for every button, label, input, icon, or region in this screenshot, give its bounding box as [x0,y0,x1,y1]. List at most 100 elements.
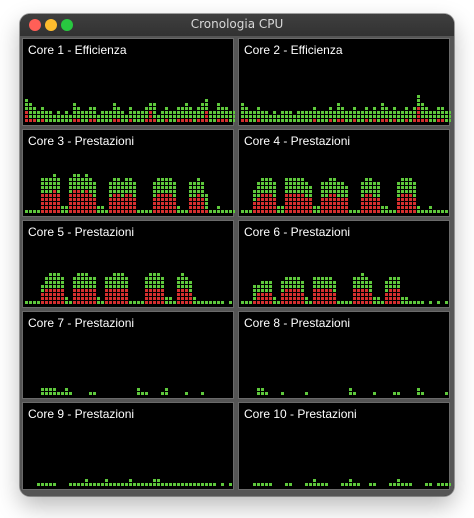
system-load-dot [397,202,400,205]
user-load-dot [301,186,304,189]
system-load-dot [169,206,172,209]
system-load-dot [157,301,160,304]
user-load-dot [381,301,384,304]
system-load-dot [113,202,116,205]
user-load-dot [105,119,108,122]
core-grid: Core 1 - Efficienza Core 2 - Efficienza … [20,36,454,496]
core-label: Core 8 - Prestazioni [244,316,351,330]
close-button[interactable] [29,19,41,31]
core-panel: Core 4 - Prestazioni [238,129,450,217]
user-load-dot [381,103,384,106]
user-load-dot [165,115,168,118]
user-load-dot [45,182,48,185]
user-load-dot [81,281,84,284]
user-load-dot [313,210,316,213]
system-load-dot [77,297,80,300]
system-load-dot [373,198,376,201]
user-load-dot [149,281,152,284]
user-load-dot [129,107,132,110]
user-load-dot [37,115,40,118]
minimize-button[interactable] [45,19,57,31]
user-load-dot [185,107,188,110]
user-load-dot [117,277,120,280]
core-label: Core 9 - Prestazioni [28,407,135,421]
system-load-dot [413,210,416,213]
system-load-dot [81,206,84,209]
system-load-dot [293,297,296,300]
user-load-dot [397,277,400,280]
system-load-dot [405,210,408,213]
user-load-dot [65,392,68,395]
system-load-dot [281,297,284,300]
user-load-dot [297,119,300,122]
user-load-dot [389,281,392,284]
system-load-dot [193,210,196,213]
user-load-dot [129,190,132,193]
system-load-dot [309,206,312,209]
user-load-dot [217,107,220,110]
title-bar[interactable]: Cronologia CPU [20,14,454,37]
system-load-dot [269,297,272,300]
user-load-dot [85,115,88,118]
user-load-dot [121,186,124,189]
user-load-dot [337,190,340,193]
system-load-dot [113,198,116,201]
system-load-dot [301,297,304,300]
system-load-dot [149,119,152,122]
user-load-dot [245,301,248,304]
user-load-dot [89,186,92,189]
user-load-dot [121,273,124,276]
system-load-dot [53,202,56,205]
system-load-dot [189,202,192,205]
system-load-dot [361,206,364,209]
system-load-dot [77,293,80,296]
user-load-dot [297,190,300,193]
user-load-dot [441,483,444,486]
user-load-dot [261,186,264,189]
user-load-dot [49,111,52,114]
user-load-dot [265,281,268,284]
user-load-dot [105,210,108,213]
user-load-dot [93,111,96,114]
user-load-dot [365,186,368,189]
user-load-dot [117,186,120,189]
user-load-dot [205,483,208,486]
system-load-dot [145,289,148,292]
system-load-dot [301,206,304,209]
user-load-dot [405,178,408,181]
system-load-dot [325,202,328,205]
system-load-dot [297,289,300,292]
user-load-dot [253,194,256,197]
user-load-dot [357,281,360,284]
system-load-dot [69,194,72,197]
system-load-dot [177,293,180,296]
zoom-button[interactable] [61,19,73,31]
system-load-dot [285,289,288,292]
user-load-dot [45,483,48,486]
user-load-dot [29,301,32,304]
system-load-dot [57,289,60,292]
user-load-dot [293,115,296,118]
user-load-dot [349,479,352,482]
user-load-dot [73,182,76,185]
system-load-dot [45,301,48,304]
system-load-dot [161,301,164,304]
system-load-dot [121,198,124,201]
user-load-dot [297,111,300,114]
user-load-dot [173,115,176,118]
system-load-dot [365,194,368,197]
user-load-dot [329,115,332,118]
user-load-dot [121,190,124,193]
user-load-dot [73,111,76,114]
user-load-dot [261,285,264,288]
system-load-dot [313,119,316,122]
system-load-dot [361,210,364,213]
user-load-dot [173,119,176,122]
user-load-dot [173,182,176,185]
user-load-dot [433,119,436,122]
user-load-dot [269,119,272,122]
user-load-dot [449,115,451,118]
user-load-dot [49,273,52,276]
user-load-dot [289,178,292,181]
user-load-dot [153,182,156,185]
